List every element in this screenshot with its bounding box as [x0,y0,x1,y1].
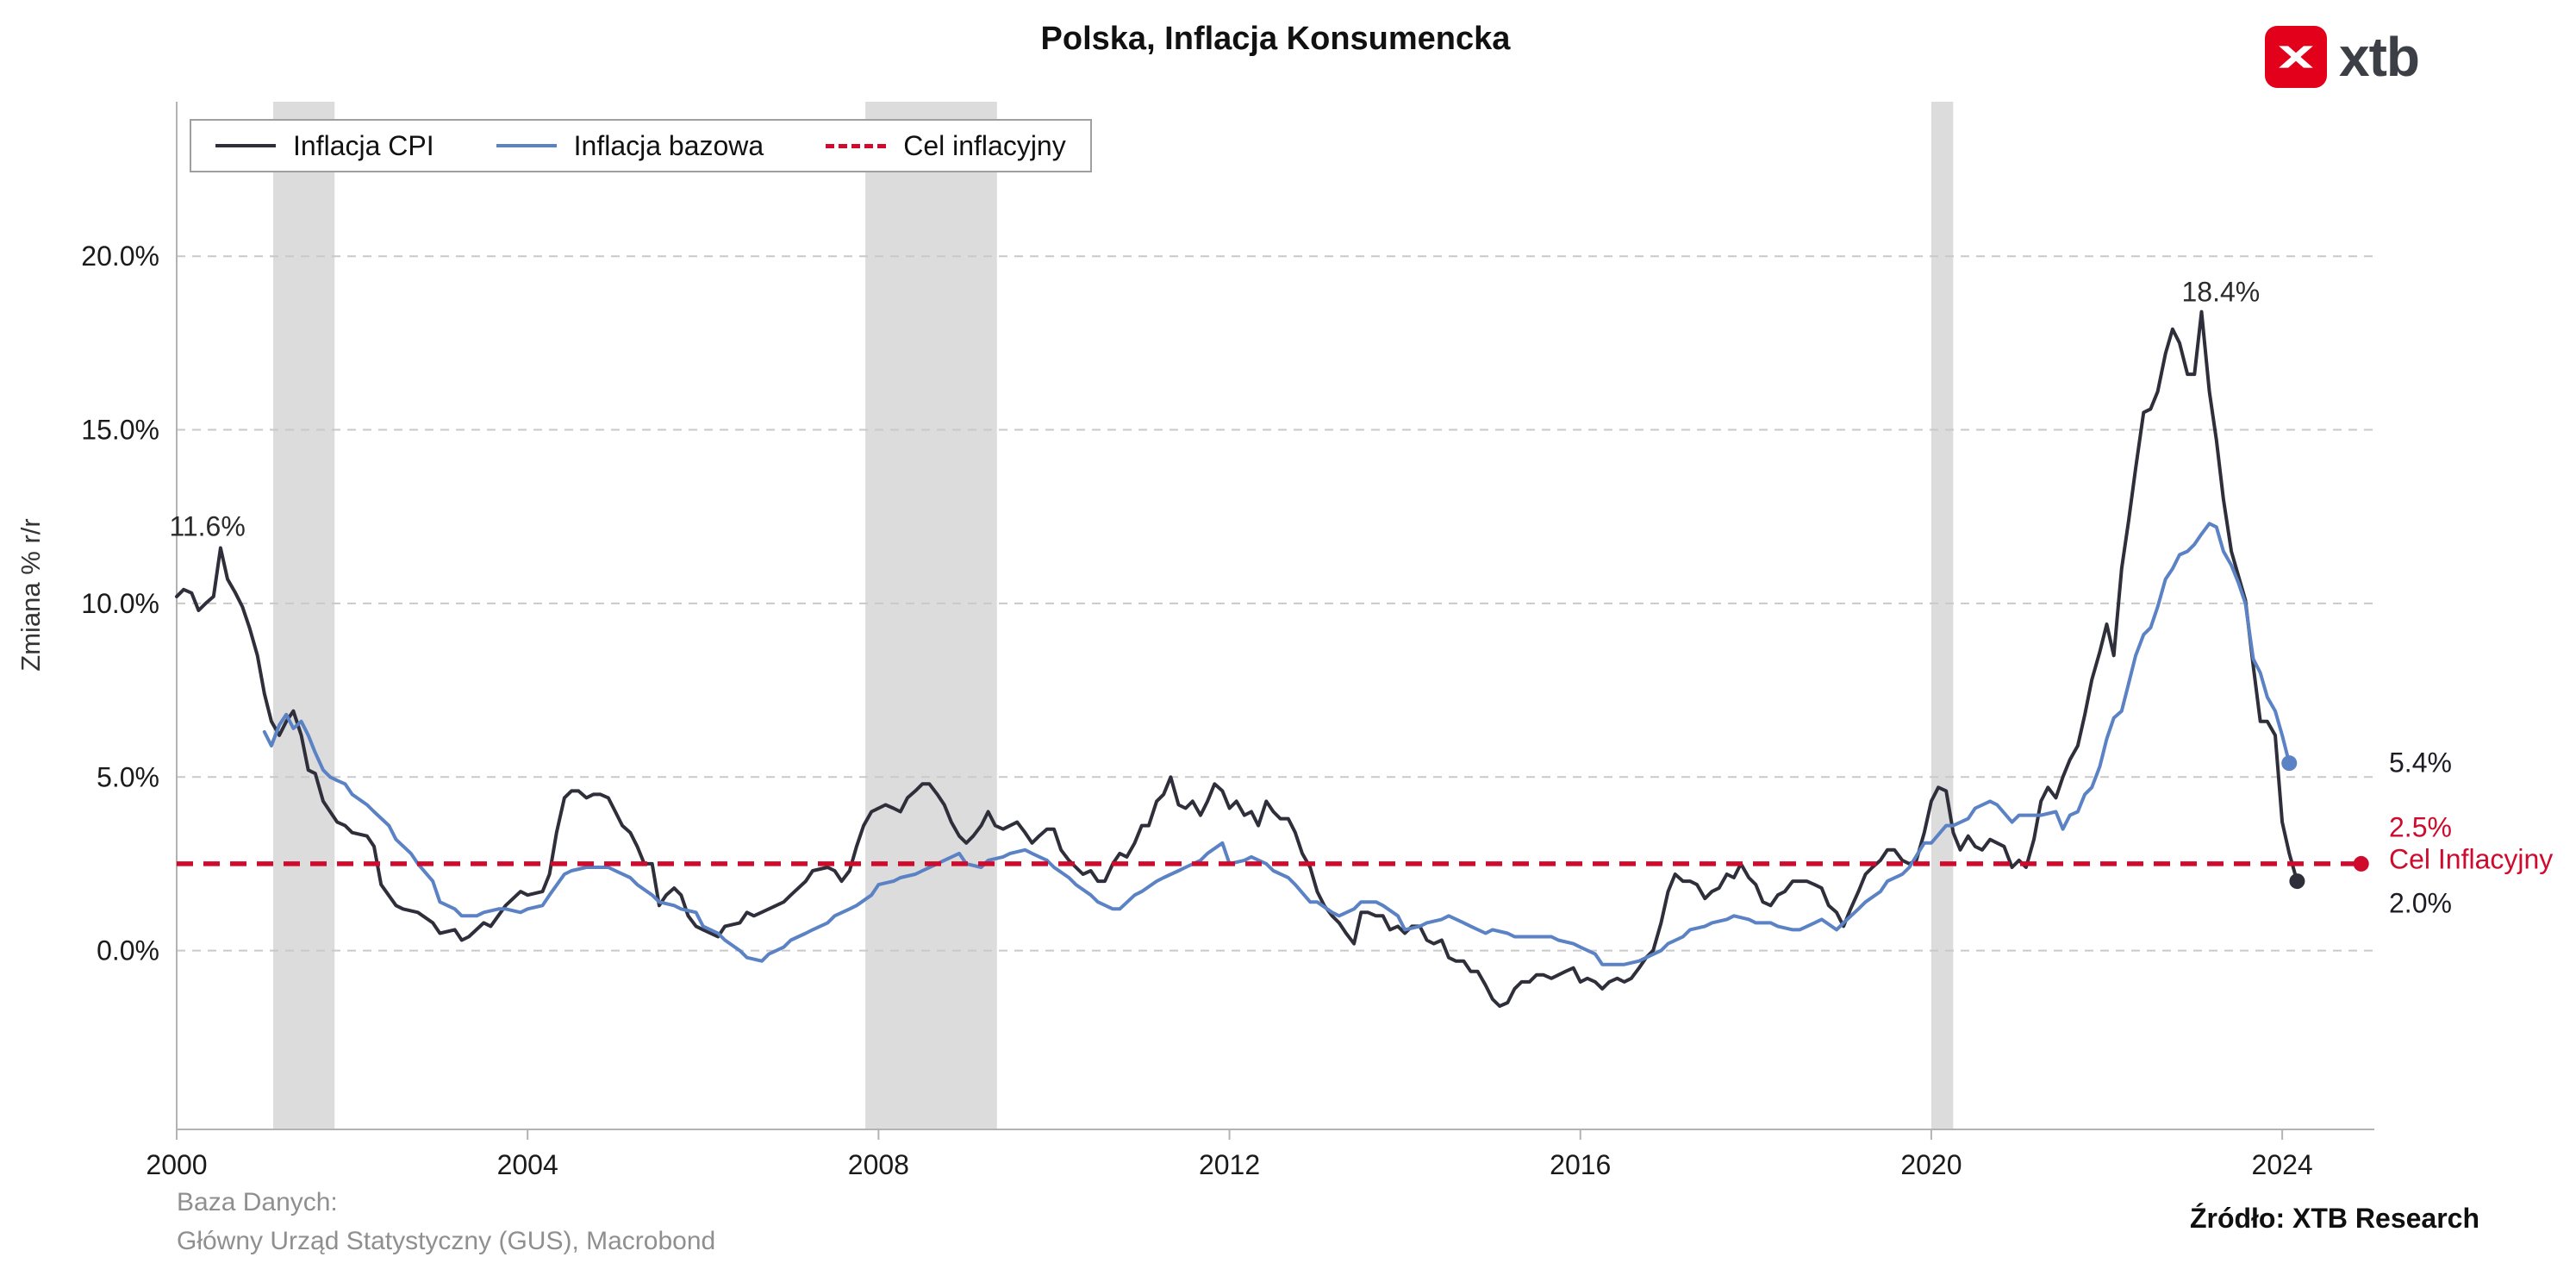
y-tick-label: 0.0% [97,935,159,966]
xtb-x-icon [2265,26,2327,88]
end-label-core-value: 5.4% [2389,747,2452,779]
core-line-swatch [496,144,557,147]
x-tick-label: 2016 [1550,1149,1611,1180]
legend-label-target: Cel inflacyjny [903,129,1066,161]
xtb-logo-text: xtb [2339,26,2420,88]
legend-label-core: Inflacja bazowa [573,129,764,161]
legend-label-cpi: Inflacja CPI [293,129,434,161]
legend: Inflacja CPI Inflacja bazowa Cel inflacy… [190,119,1092,172]
database-label: Baza Danych: [177,1188,338,1216]
legend-item-cpi: Inflacja CPI [215,130,434,162]
x-tick-label: 2004 [497,1149,558,1180]
y-tick-label: 10.0% [81,588,159,619]
recession-band [272,102,335,1129]
cpi-end-dot [2289,873,2305,890]
cpi-line-swatch [215,144,276,147]
core-end-dot [2281,755,2298,772]
recession-band [1930,102,1954,1129]
target-end-dot [2353,855,2369,872]
database-source: Główny Urząd Statystyczny (GUS), Macrobo… [177,1227,716,1255]
xtb-logo: xtb [2265,26,2420,88]
y-tick-label: 5.0% [97,761,159,792]
cpi-line [175,310,2299,1008]
end-label-cpi-value: 2.0% [2389,887,2452,919]
source-credit: Źródło: XTB Research [2189,1203,2479,1234]
x-tick-label: 2012 [1199,1149,1260,1180]
legend-item-target: Cel inflacyjny [826,130,1066,162]
recession-band [865,102,997,1129]
annotation-peak-2000: 11.6% [169,510,246,542]
x-tick-label: 2000 [146,1149,207,1180]
chart-title: Polska, Inflacja Konsumencka [1040,21,1511,57]
target-line-swatch [826,143,887,148]
x-tick-label: 2008 [848,1149,909,1180]
y-tick-label: 15.0% [81,415,159,446]
x-tick-label: 2020 [1900,1149,1962,1180]
y-tick-label: 20.0% [81,241,159,272]
core-inflation-line [262,522,2292,966]
x-tick-label: 2024 [2252,1149,2313,1180]
end-label-target-caption: Cel Inflacyjny [2389,843,2554,875]
end-label-target-value: 2.5% [2389,811,2452,843]
legend-item-core: Inflacja bazowa [496,130,764,162]
annotation-peak-2023: 18.4% [2181,276,2261,308]
database-note: Baza Danych: Główny Urząd Statystyczny (… [177,1183,715,1260]
